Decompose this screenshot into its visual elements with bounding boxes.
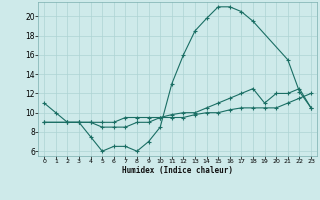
X-axis label: Humidex (Indice chaleur): Humidex (Indice chaleur) <box>122 166 233 175</box>
